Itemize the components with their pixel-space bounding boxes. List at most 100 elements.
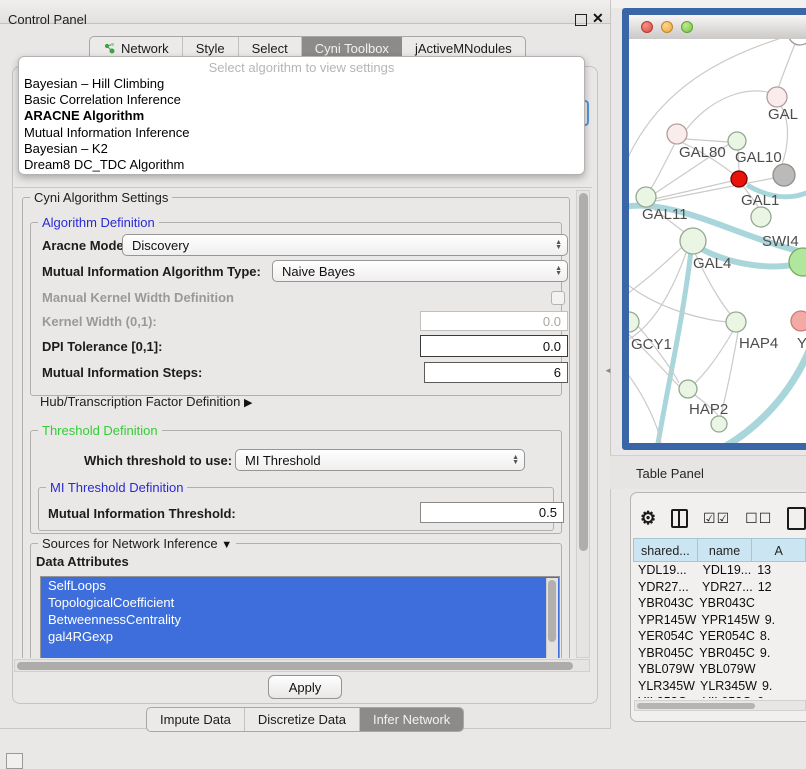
teal-edge[interactable] bbox=[745, 182, 806, 200]
tab-select[interactable]: Select bbox=[239, 37, 302, 59]
attribute-item[interactable]: SelfLoops bbox=[41, 577, 559, 594]
mi-steps-input[interactable]: 6 bbox=[424, 362, 568, 383]
table-horizontal-scrollbar[interactable] bbox=[634, 700, 806, 711]
hub-definition-toggle[interactable]: Hub/Transcription Factor Definition ▶ bbox=[40, 394, 252, 409]
table-row[interactable]: YDL19... YDL19... 13 bbox=[633, 562, 806, 579]
column-header[interactable]: name bbox=[697, 538, 753, 562]
which-threshold-select[interactable]: MI Threshold ▲ ▼ bbox=[235, 449, 525, 471]
node-GCY1[interactable] bbox=[629, 311, 640, 333]
mac-minimize-button[interactable] bbox=[661, 21, 673, 33]
kernel-width-input[interactable]: 0.0 bbox=[420, 311, 568, 331]
mac-zoom-button[interactable] bbox=[681, 21, 693, 33]
table-row[interactable]: YPR145W YPR145W 9. bbox=[633, 612, 806, 629]
table-row[interactable]: YER054C YER054C 8. bbox=[633, 628, 806, 645]
node-table[interactable]: shared... name A YDL19... YDL19... 13 YDR27...… bbox=[633, 538, 806, 698]
table-cell: YBR043C bbox=[638, 596, 694, 610]
node-GAL[interactable] bbox=[766, 86, 788, 108]
columns-icon[interactable] bbox=[671, 508, 689, 528]
gray-edge[interactable] bbox=[777, 39, 800, 90]
scrollbar-thumb[interactable] bbox=[548, 580, 556, 642]
manual-kernel-width-checkbox[interactable] bbox=[551, 291, 565, 305]
node-outline[interactable] bbox=[788, 39, 806, 46]
node-SWI4[interactable] bbox=[750, 206, 772, 228]
tab-style[interactable]: Style bbox=[183, 37, 239, 59]
scrollbar-thumb[interactable] bbox=[17, 661, 573, 670]
table-row[interactable]: YBL079W YBL079W bbox=[633, 661, 806, 678]
node-HAP4[interactable] bbox=[725, 311, 747, 333]
sources-toggle[interactable]: Sources for Network Inference ▼ bbox=[38, 536, 237, 551]
gray-edge[interactable] bbox=[684, 138, 730, 143]
float-window-icon[interactable] bbox=[575, 14, 587, 26]
algorithm-option[interactable]: ARACNE Algorithm bbox=[24, 108, 145, 124]
node-HAP2[interactable] bbox=[678, 379, 698, 399]
settings-vertical-scrollbar[interactable] bbox=[576, 190, 590, 658]
gray-edge[interactable] bbox=[629, 371, 662, 443]
settings-horizontal-scrollbar[interactable] bbox=[14, 659, 590, 672]
tab-network[interactable]: Network bbox=[90, 37, 183, 59]
scrollbar-thumb[interactable] bbox=[578, 193, 588, 551]
algorithm-option[interactable]: Bayesian – Hill Climbing bbox=[24, 76, 165, 91]
gray-edge[interactable] bbox=[629, 281, 730, 323]
aracne-mode-select[interactable]: Discovery ▲ ▼ bbox=[122, 234, 568, 256]
mi-algorithm-type-select[interactable]: Naive Bayes ▲ ▼ bbox=[272, 260, 568, 282]
attribute-item[interactable]: TopologicalCoefficient bbox=[41, 594, 559, 611]
algorithm-option[interactable]: Basic Correlation Inference bbox=[24, 92, 181, 108]
table-row[interactable]: YBR043C YBR043C bbox=[633, 595, 806, 612]
attribute-item[interactable]: BetweennessCentrality bbox=[41, 611, 559, 628]
table-row[interactable]: YBR045C YBR045C 9. bbox=[633, 645, 806, 662]
mini-panel-icon[interactable] bbox=[6, 753, 23, 769]
network-view-titlebar[interactable] bbox=[629, 15, 806, 40]
attribute-item[interactable]: gal4RGexp bbox=[41, 628, 559, 645]
gray-edge[interactable] bbox=[653, 180, 733, 200]
apply-button[interactable]: Apply bbox=[268, 675, 342, 699]
algorithm-option[interactable]: Dream8 DC_TDC Algorithm bbox=[24, 157, 185, 173]
gray-edge[interactable] bbox=[655, 177, 775, 202]
node-GAL1[interactable] bbox=[730, 170, 748, 188]
gray-edge[interactable] bbox=[691, 330, 734, 387]
panel-collapse-handle[interactable]: ◄ bbox=[604, 366, 612, 375]
gray-edge[interactable] bbox=[737, 146, 740, 173]
network-canvas[interactable]: GAL GAL80 GAL10 GAL1 SWI4 GAL11 GAL4 GCY1 HAP4 Y H… bbox=[629, 39, 806, 443]
teal-edge[interactable] bbox=[655, 250, 694, 443]
list-scrollbar[interactable] bbox=[546, 578, 558, 658]
document-icon[interactable] bbox=[787, 506, 806, 530]
table-row[interactable]: YIL052CYIL052C9 bbox=[633, 694, 806, 698]
node-GAL80[interactable] bbox=[666, 123, 688, 145]
gray-edge[interactable] bbox=[778, 102, 789, 168]
gray-edge[interactable] bbox=[649, 205, 685, 233]
mac-close-button[interactable] bbox=[641, 21, 653, 33]
algorithm-option[interactable]: Bayesian – K2 bbox=[24, 140, 108, 156]
tab-discretize-data[interactable]: Discretize Data bbox=[245, 708, 360, 731]
data-attributes-list[interactable]: SelfLoops TopologicalCoefficient Betweenne… bbox=[40, 576, 560, 658]
gray-edge[interactable] bbox=[629, 39, 797, 169]
tab-infer-network[interactable]: Infer Network bbox=[359, 708, 464, 731]
tab-impute-data[interactable]: Impute Data bbox=[147, 708, 245, 731]
node-GAL4[interactable] bbox=[679, 227, 707, 255]
node-bgreen[interactable] bbox=[788, 247, 806, 277]
gray-edge[interactable] bbox=[636, 324, 680, 384]
node-gray[interactable] bbox=[772, 163, 796, 187]
gray-edge[interactable] bbox=[629, 247, 682, 297]
table-row[interactable]: YDR27... YDR27... 12 bbox=[633, 579, 806, 596]
tab-cyni-toolbox[interactable]: Cyni Toolbox bbox=[301, 37, 402, 59]
node-GAL11[interactable] bbox=[635, 186, 657, 208]
close-icon[interactable]: ✕ bbox=[592, 10, 604, 26]
algorithm-option[interactable]: Mutual Information Inference bbox=[24, 124, 190, 140]
node-green[interactable] bbox=[710, 415, 728, 433]
table-row[interactable]: YLR345W YLR345W 9. bbox=[633, 678, 806, 695]
scrollbar-thumb[interactable] bbox=[637, 702, 755, 709]
column-header[interactable]: shared... bbox=[633, 538, 698, 562]
gray-edge[interactable] bbox=[680, 90, 776, 138]
mi-threshold-input[interactable]: 0.5 bbox=[420, 502, 564, 523]
deselect-all-checkboxes-icon[interactable]: ☐☐ bbox=[745, 509, 773, 526]
node-GAL10[interactable] bbox=[727, 131, 747, 151]
dpi-tolerance-input[interactable]: 0.0 bbox=[420, 335, 568, 357]
collapsed-arrow-icon: ▶ bbox=[244, 397, 253, 409]
gear-icon[interactable]: ⚙ bbox=[640, 507, 657, 528]
gray-edge[interactable] bbox=[629, 331, 682, 389]
node-Y[interactable] bbox=[790, 310, 806, 332]
tab-jactivemnodules[interactable]: jActiveMNodules bbox=[402, 37, 525, 59]
column-header[interactable]: A bbox=[752, 538, 806, 562]
gray-edge[interactable] bbox=[653, 143, 730, 195]
select-all-checkboxes-icon[interactable]: ☑☑ bbox=[703, 509, 731, 526]
